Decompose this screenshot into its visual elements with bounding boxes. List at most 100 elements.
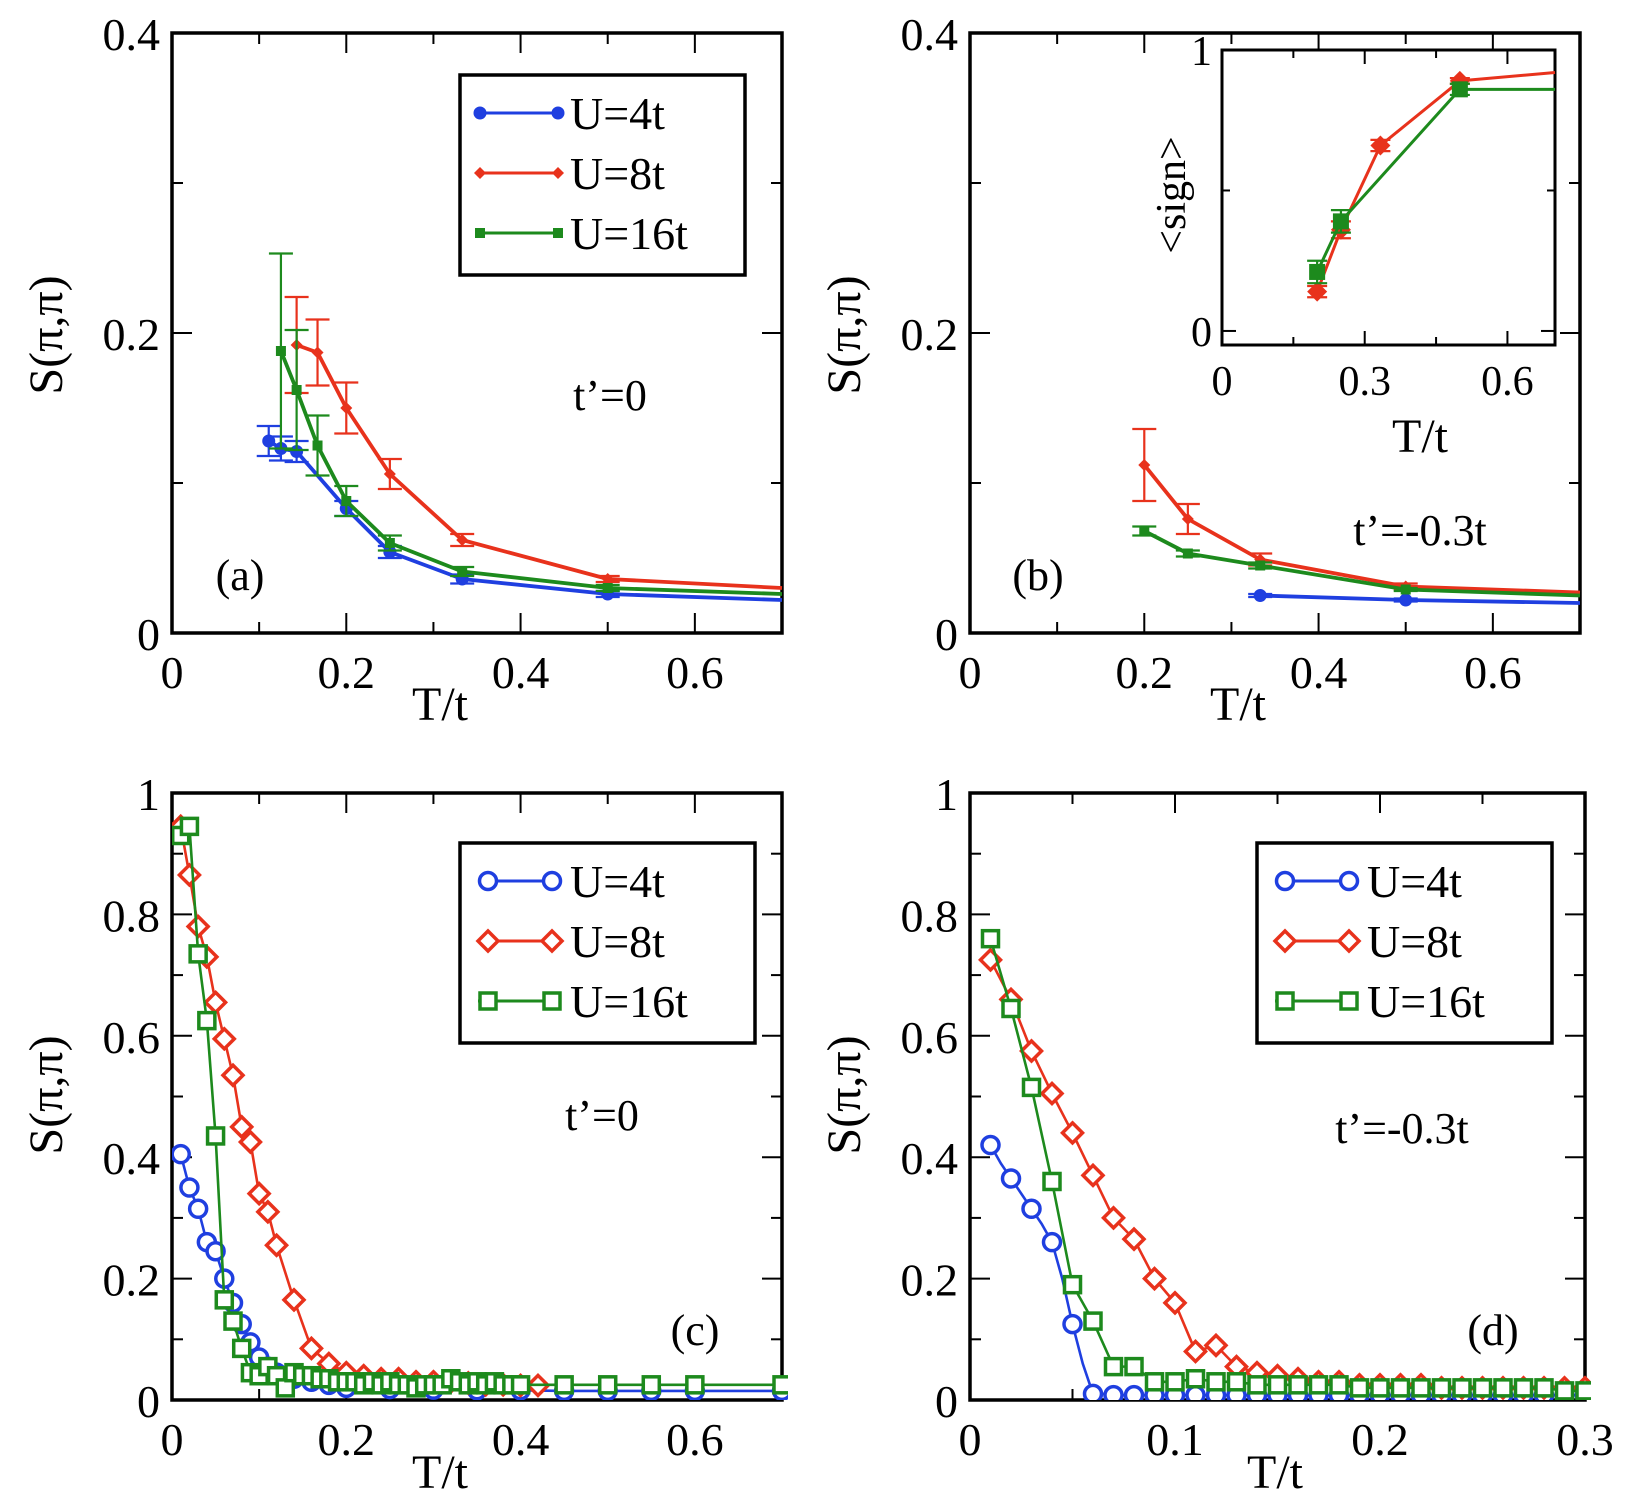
inset-chart: 0 0.3 0.6 0 1 T/t <sign> bbox=[1149, 29, 1557, 463]
legend-marker bbox=[478, 991, 498, 1011]
data-point bbox=[203, 989, 229, 1015]
annotation: t’=0 bbox=[565, 1091, 639, 1140]
data-point bbox=[457, 566, 468, 577]
legend-item: U=8t bbox=[1272, 916, 1462, 967]
series-U=8t bbox=[172, 813, 551, 1398]
data-point bbox=[554, 1375, 574, 1395]
data-point bbox=[255, 1199, 281, 1225]
data-point bbox=[231, 1338, 252, 1359]
data-point bbox=[602, 583, 613, 593]
data-point bbox=[1390, 1378, 1411, 1398]
y-tick-label: 0.4 bbox=[103, 9, 161, 60]
data-point bbox=[383, 468, 396, 480]
data-point bbox=[384, 538, 395, 548]
annotation: t’=-0.3t bbox=[1335, 1104, 1469, 1153]
data-point bbox=[1534, 1378, 1554, 1398]
data-point bbox=[1226, 1372, 1247, 1392]
data-point bbox=[223, 1311, 243, 1331]
y-axis-title: S(π,π) bbox=[818, 1035, 871, 1154]
y-tick-label: 0 bbox=[935, 1376, 958, 1427]
panel-label: (a) bbox=[216, 551, 265, 600]
legend-marker bbox=[539, 928, 565, 954]
data-point bbox=[1021, 1077, 1042, 1098]
x-tick-label: 0.3 bbox=[1338, 359, 1391, 405]
legend-label: U=4t bbox=[570, 856, 665, 907]
series-line bbox=[279, 350, 783, 596]
data-point bbox=[1103, 1384, 1124, 1400]
y-tick-label: 1 bbox=[1191, 29, 1212, 75]
data-point bbox=[298, 1335, 324, 1361]
data-point bbox=[1083, 1311, 1103, 1331]
series-U=16t bbox=[1307, 81, 1555, 285]
data-point bbox=[229, 1114, 255, 1140]
data-point bbox=[1123, 1384, 1145, 1400]
data-point bbox=[1041, 1231, 1063, 1253]
data-point bbox=[1370, 135, 1391, 156]
data-point bbox=[246, 1181, 272, 1207]
data-point bbox=[1349, 1378, 1370, 1398]
data-point bbox=[1329, 1375, 1349, 1395]
series-U=16t bbox=[1132, 525, 1581, 598]
x-tick-label: 0 bbox=[161, 1414, 184, 1465]
y-tick-label: 0.2 bbox=[103, 1255, 161, 1306]
data-point bbox=[1255, 560, 1266, 571]
legend-marker bbox=[1338, 870, 1360, 892]
data-point bbox=[1308, 1375, 1329, 1395]
y-tick-label: 0 bbox=[137, 609, 160, 660]
series-line bbox=[1260, 593, 1581, 605]
data-point bbox=[1181, 513, 1194, 525]
data-point bbox=[311, 346, 324, 359]
data-point bbox=[1062, 1274, 1083, 1295]
series-line bbox=[295, 343, 783, 590]
legend-item: U=16t bbox=[1275, 976, 1485, 1027]
series-line bbox=[267, 439, 783, 602]
legend-label: U=16t bbox=[570, 208, 688, 259]
y-axis-title: S(π,π) bbox=[20, 275, 73, 394]
x-tick-label: 0.6 bbox=[1464, 647, 1522, 698]
data-point bbox=[1307, 281, 1328, 302]
data-point bbox=[1080, 1162, 1106, 1188]
annotation: t’=0 bbox=[573, 371, 647, 420]
data-point bbox=[1082, 1383, 1104, 1400]
legend-label: U=8t bbox=[570, 916, 665, 967]
y-tick-label: 1 bbox=[137, 769, 160, 820]
data-point bbox=[185, 914, 211, 940]
panel-c: 0 0.2 0.4 0.6 0 0.2 0.4 0.6 0.8 1 U=4t U=8t U=16t T/t… bbox=[20, 769, 788, 1499]
legend-item: U=4t bbox=[477, 856, 665, 907]
y-tick-label: 0.4 bbox=[901, 9, 959, 60]
legend-marker bbox=[1336, 928, 1362, 954]
data-point bbox=[1182, 548, 1193, 559]
legend-label: U=8t bbox=[570, 148, 665, 199]
x-tick-label: 0.1 bbox=[1146, 1414, 1204, 1465]
panel-label: (d) bbox=[1467, 1306, 1518, 1355]
series-U=4t bbox=[980, 1134, 1591, 1400]
data-point bbox=[1206, 1372, 1226, 1392]
data-point bbox=[1185, 1369, 1206, 1389]
data-point bbox=[205, 1241, 226, 1262]
legend-marker bbox=[1272, 928, 1298, 954]
data-point bbox=[597, 1375, 618, 1395]
series-U=4t bbox=[1248, 589, 1581, 607]
series-U=8t bbox=[284, 295, 783, 590]
legend-box bbox=[458, 841, 757, 1045]
data-point bbox=[220, 1062, 246, 1088]
data-point bbox=[1101, 1205, 1126, 1231]
data-point bbox=[1493, 1378, 1513, 1398]
legend-item: U=4t bbox=[473, 88, 665, 139]
data-point bbox=[1162, 1290, 1188, 1316]
legend-marker bbox=[1275, 991, 1295, 1011]
y-tick-label: 0.6 bbox=[103, 1012, 161, 1063]
series-line bbox=[989, 1144, 1585, 1397]
series-line bbox=[179, 1153, 782, 1393]
x-tick-label: 0.6 bbox=[1481, 359, 1534, 405]
panel-a: 0 0.2 0.4 0.6 0 0.2 0.4 U=4t U=8t U=16t T/t S(π,π) t… bbox=[20, 9, 784, 731]
data-point bbox=[176, 862, 202, 888]
legend-marker bbox=[1339, 991, 1359, 1011]
legend-marker bbox=[474, 167, 486, 179]
legend-label: U=16t bbox=[1367, 976, 1485, 1027]
legend-label: U=4t bbox=[1367, 856, 1462, 907]
legend-label: U=4t bbox=[570, 88, 665, 139]
y-tick-label: 0.4 bbox=[103, 1133, 161, 1184]
plot-frame bbox=[1220, 48, 1557, 347]
